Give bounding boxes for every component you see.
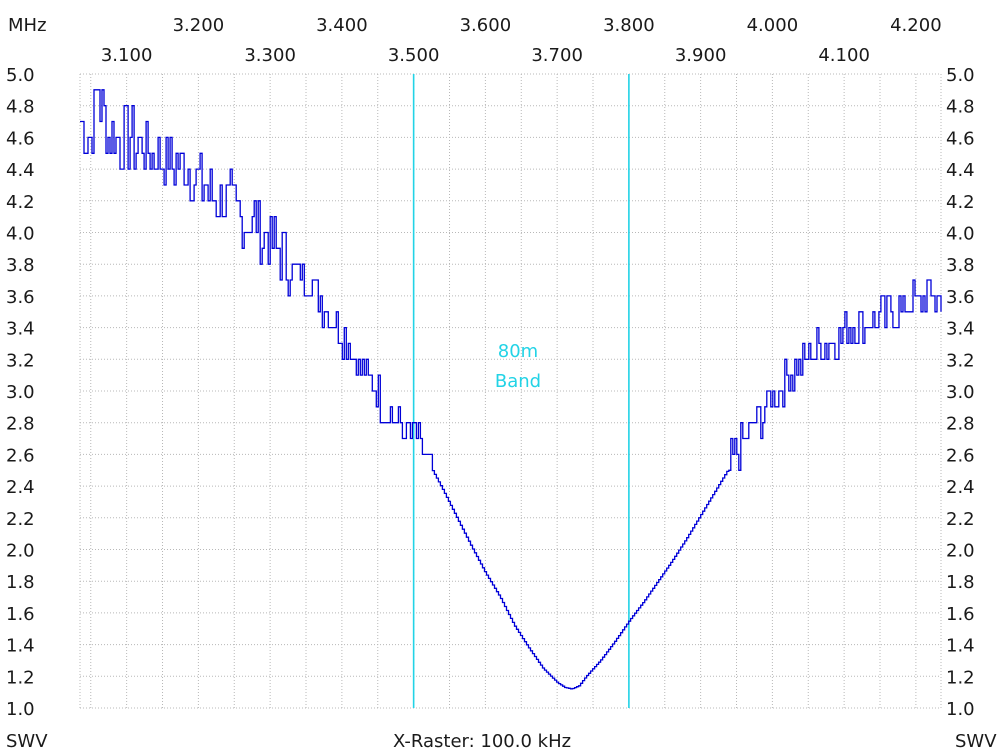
y-tick-label-right: 3.6	[946, 287, 975, 308]
y-tick-label-left: 1.8	[6, 572, 35, 593]
y-tick-label-left: 4.8	[6, 97, 35, 118]
y-tick-label-left: 4.0	[6, 224, 35, 245]
swv-trace	[80, 89, 942, 690]
y-tick-label-right: 3.4	[946, 319, 975, 340]
y-tick-label-right: 5.0	[946, 65, 975, 86]
y-tick-label-left: 4.4	[6, 160, 35, 181]
y-tick-label-right: 4.2	[946, 192, 975, 213]
x-tick-label-top: 4.000	[747, 15, 799, 36]
y-axis-label-right: SWV	[955, 731, 997, 752]
y-tick-label-right: 1.4	[946, 636, 975, 657]
y-tick-labels-right: 5.0 4.8 4.6 4.4 4.2 4.0 3.8 3.6 3.4 3.2 3.0 2.8 2.6 2…	[946, 65, 975, 720]
y-tick-label-left: 2.4	[6, 477, 35, 498]
x-tick-label-top: 3.200	[173, 15, 225, 36]
y-tick-labels-left: 5.0 4.8 4.6 4.4 4.2 4.0 3.8 3.6 3.4 3.2 3.0 2.8 2.6 2…	[6, 65, 35, 720]
x-tick-label-top: 4.200	[890, 15, 942, 36]
y-tick-label-right: 3.0	[946, 382, 975, 403]
y-tick-label-right: 1.2	[946, 667, 975, 688]
y-tick-label-right: 4.8	[946, 97, 975, 118]
y-tick-label-left: 1.6	[6, 604, 35, 625]
y-tick-label-right: 2.2	[946, 509, 975, 530]
band-markers	[412, 74, 630, 708]
y-axis-label-left: SWV	[6, 731, 48, 752]
y-tick-label-right: 3.8	[946, 255, 975, 276]
y-tick-label-right: 2.6	[946, 445, 975, 466]
y-tick-label-left: 3.0	[6, 382, 35, 403]
y-tick-label-left: 1.2	[6, 667, 35, 688]
y-tick-label-right: 2.4	[946, 477, 975, 498]
swv-series-line	[80, 89, 942, 690]
y-tick-label-left: 3.4	[6, 319, 35, 340]
y-tick-label-right: 4.4	[946, 160, 975, 181]
y-tick-label-right: 1.8	[946, 572, 975, 593]
y-tick-label-left: 4.2	[6, 192, 35, 213]
y-tick-label-right: 1.6	[946, 604, 975, 625]
y-tick-label-left: 3.8	[6, 255, 35, 276]
y-tick-label-left: 2.0	[6, 541, 35, 562]
x-tick-label-bottom: 3.100	[101, 45, 153, 66]
y-tick-label-left: 3.6	[6, 287, 35, 308]
x-tick-label-top: 3.400	[316, 15, 368, 36]
y-tick-label-left: 1.4	[6, 636, 35, 657]
x-tick-labels-bottom: 3.100 3.300 3.500 3.700 3.900 4.100	[101, 45, 870, 66]
y-tick-label-left: 5.0	[6, 65, 35, 86]
y-tick-label-left: 2.6	[6, 445, 35, 466]
y-tick-label-left: 4.6	[6, 128, 35, 149]
x-raster-label: X-Raster: 100.0 kHz	[393, 731, 571, 752]
y-tick-label-left: 1.0	[6, 699, 35, 720]
unit-label: MHz	[8, 15, 47, 36]
y-tick-label-right: 2.0	[946, 541, 975, 562]
band-annotation-line2: Band	[495, 371, 541, 392]
x-tick-label-bottom: 3.900	[675, 45, 727, 66]
band-annotation-line1: 80m	[498, 341, 538, 362]
y-tick-label-right: 1.0	[946, 699, 975, 720]
y-tick-label-left: 3.2	[6, 350, 35, 371]
y-tick-label-right: 3.2	[946, 350, 975, 371]
y-tick-label-left: 2.2	[6, 509, 35, 530]
y-tick-label-right: 2.8	[946, 414, 975, 435]
x-tick-label-bottom: 3.500	[388, 45, 440, 66]
x-tick-label-top: 3.600	[460, 15, 512, 36]
x-tick-labels-top: 3.200 3.400 3.600 3.800 4.000 4.200	[173, 15, 942, 36]
y-tick-label-right: 4.0	[946, 224, 975, 245]
x-tick-label-bottom: 4.100	[818, 45, 870, 66]
x-tick-label-bottom: 3.300	[244, 45, 296, 66]
y-tick-label-left: 2.8	[6, 414, 35, 435]
x-tick-label-bottom: 3.700	[531, 45, 583, 66]
x-tick-label-top: 3.800	[603, 15, 655, 36]
y-tick-label-right: 4.6	[946, 128, 975, 149]
